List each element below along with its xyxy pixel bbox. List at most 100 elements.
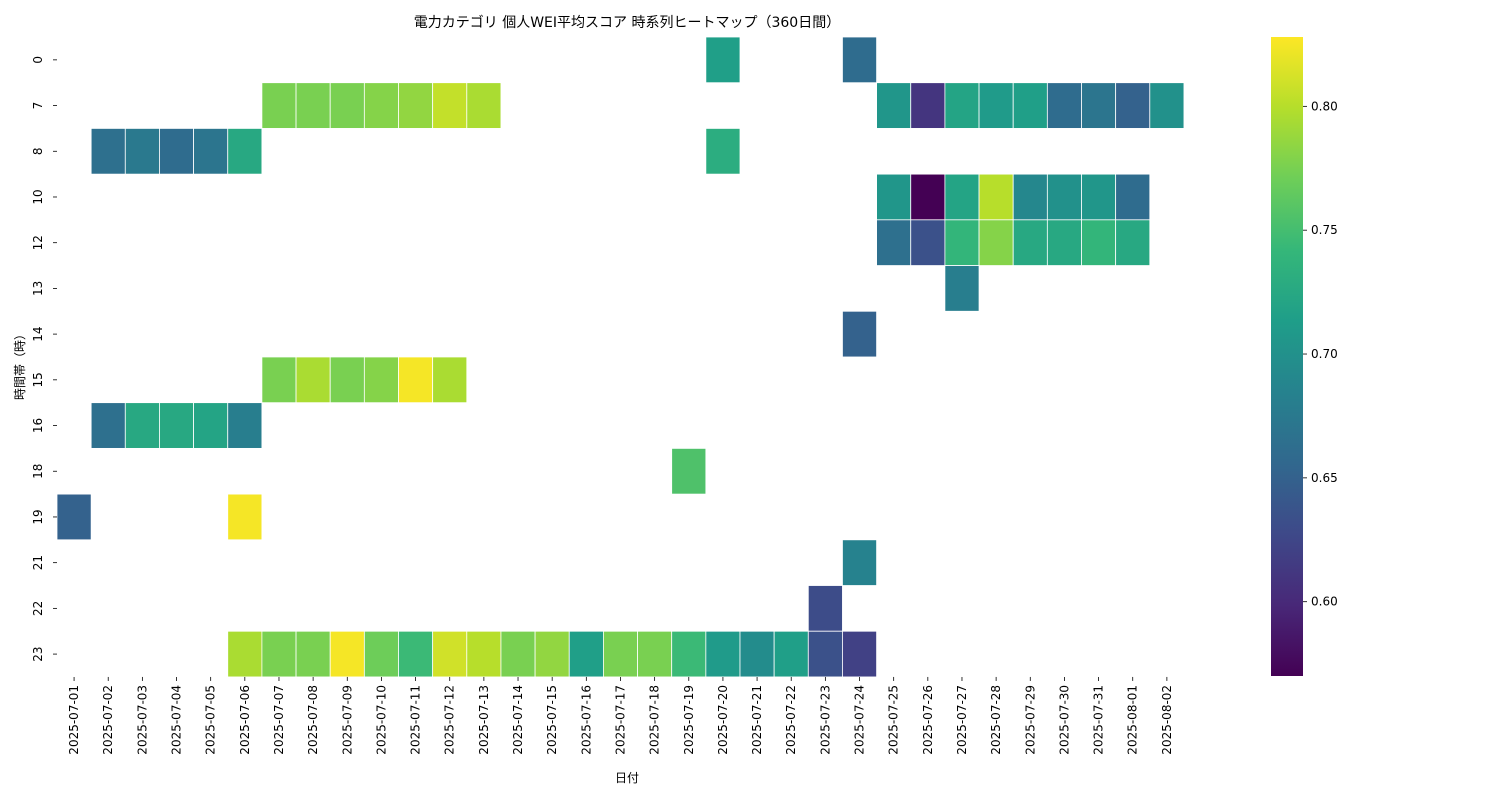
- x-tick-label: 2025-07-18: [648, 685, 662, 755]
- x-tick-label: 2025-07-15: [545, 685, 559, 755]
- heatmap-cell: [1081, 219, 1117, 266]
- x-tick-label: 2025-07-09: [340, 685, 354, 755]
- heatmap-cell: [944, 82, 980, 129]
- heatmap-cell: [363, 356, 399, 404]
- heatmap-cell: [1012, 219, 1048, 266]
- y-tick-label: 16: [31, 418, 45, 433]
- heatmap-cell: [910, 173, 946, 221]
- heatmap-cell: [227, 493, 263, 541]
- heatmap-cell: [90, 402, 126, 449]
- x-tick-label: 2025-07-26: [921, 685, 935, 755]
- heatmap-cell: [398, 356, 434, 404]
- x-tick-label: 2025-08-01: [1126, 685, 1140, 755]
- x-tick-label: 2025-07-08: [306, 685, 320, 755]
- heatmap-cell: [398, 82, 434, 129]
- y-tick-label: 8: [31, 147, 45, 155]
- y-tick-label: 10: [31, 189, 45, 204]
- y-tick-label: 21: [31, 555, 45, 570]
- x-tick-label: 2025-07-21: [750, 685, 764, 755]
- colorbar: 0.60 0.65 0.70 0.75 0.80: [1271, 37, 1338, 676]
- heatmap-cell: [432, 630, 468, 678]
- heatmap-cell: [876, 82, 912, 129]
- colorbar-tick-label: 0.70: [1311, 347, 1338, 361]
- heatmap-cell: [807, 585, 843, 632]
- heatmap-cell: [1115, 173, 1151, 221]
- heatmap-cell: [56, 493, 92, 541]
- x-tick-label: 2025-07-30: [1057, 685, 1071, 755]
- colorbar-gradient: [1271, 37, 1303, 676]
- x-tick-label: 2025-07-29: [1023, 685, 1037, 755]
- heatmap-cell: [261, 356, 297, 404]
- colorbar-tick-label: 0.75: [1311, 223, 1338, 237]
- x-tick-label: 2025-07-10: [374, 685, 388, 755]
- colorbar-tick-label: 0.80: [1311, 99, 1338, 113]
- heatmap-cell: [910, 82, 946, 129]
- heatmap-cell: [603, 630, 638, 678]
- heatmap-cell: [842, 36, 878, 84]
- heatmap-cell: [159, 402, 194, 449]
- y-axis-ticks: 0 7 8 10 12 13 14 15 16 18 19 21 22 23: [31, 56, 57, 662]
- heatmap-cell: [466, 82, 502, 129]
- x-tick-label: 2025-07-11: [409, 685, 423, 755]
- heatmap-cell: [1012, 173, 1048, 221]
- heatmap-cell: [842, 630, 878, 678]
- x-tick-label: 2025-07-25: [887, 685, 901, 755]
- y-tick-label: 13: [31, 281, 45, 296]
- heatmap-cell: [842, 539, 878, 586]
- heatmap-cell: [363, 82, 399, 129]
- heatmap-cells: [56, 36, 1185, 678]
- heatmap-cell: [1081, 173, 1117, 221]
- colorbar-tick-label: 0.65: [1311, 471, 1338, 485]
- heatmap-cell: [295, 356, 331, 404]
- heatmap-cell: [1046, 219, 1082, 266]
- x-tick-label: 2025-07-01: [67, 685, 81, 755]
- heatmap-cell: [944, 265, 980, 312]
- heatmap-cell: [227, 128, 263, 175]
- x-tick-label: 2025-07-04: [170, 685, 184, 755]
- x-tick-label: 2025-07-19: [682, 685, 696, 755]
- heatmap-cell: [193, 128, 229, 175]
- x-tick-label: 2025-07-31: [1092, 685, 1106, 755]
- heatmap-cell: [978, 219, 1014, 266]
- y-tick-label: 0: [31, 56, 45, 64]
- x-tick-label: 2025-08-02: [1160, 685, 1174, 755]
- x-tick-label: 2025-07-24: [853, 685, 867, 755]
- heatmap-cell: [227, 630, 263, 678]
- x-tick-label: 2025-07-28: [989, 685, 1003, 755]
- heatmap-cell: [363, 630, 399, 678]
- y-tick-label: 12: [31, 235, 45, 250]
- y-axis-label: 時間帯（時）: [13, 328, 27, 400]
- heatmap-cell: [534, 630, 570, 678]
- x-tick-label: 2025-07-27: [955, 685, 969, 755]
- heatmap-cell: [705, 630, 741, 678]
- heatmap-cell: [329, 630, 365, 678]
- heatmap-cell: [1046, 173, 1082, 221]
- heatmap-cell: [295, 630, 331, 678]
- heatmap-cell: [398, 630, 434, 678]
- x-tick-label: 2025-07-22: [784, 685, 798, 755]
- x-tick-label: 2025-07-16: [579, 685, 593, 755]
- heatmap-cell: [705, 36, 741, 84]
- heatmap-cell: [90, 128, 126, 175]
- x-axis-ticks: 2025-07-01 2025-07-02 2025-07-03 2025-07-04…: [67, 676, 1174, 755]
- x-tick-label: 2025-07-23: [818, 685, 832, 755]
- y-tick-label: 15: [31, 372, 45, 387]
- heatmap-cell: [978, 173, 1014, 221]
- x-tick-label: 2025-07-13: [477, 685, 491, 755]
- heatmap-cell: [432, 356, 468, 404]
- heatmap-cell: [1012, 82, 1048, 129]
- x-tick-label: 2025-07-05: [204, 685, 218, 755]
- heatmap-cell: [637, 630, 673, 678]
- heatmap-cell: [671, 630, 707, 678]
- heatmap-cell: [124, 128, 160, 175]
- heatmap-cell: [1115, 219, 1151, 266]
- heatmap-cell: [876, 173, 912, 221]
- heatmap-cell: [705, 128, 741, 175]
- y-tick-label: 22: [31, 601, 45, 616]
- heatmap-cell: [944, 173, 980, 221]
- x-tick-label: 2025-07-03: [135, 685, 149, 755]
- heatmap-cell: [193, 402, 229, 449]
- y-tick-label: 19: [31, 509, 45, 524]
- x-tick-label: 2025-07-12: [443, 685, 457, 755]
